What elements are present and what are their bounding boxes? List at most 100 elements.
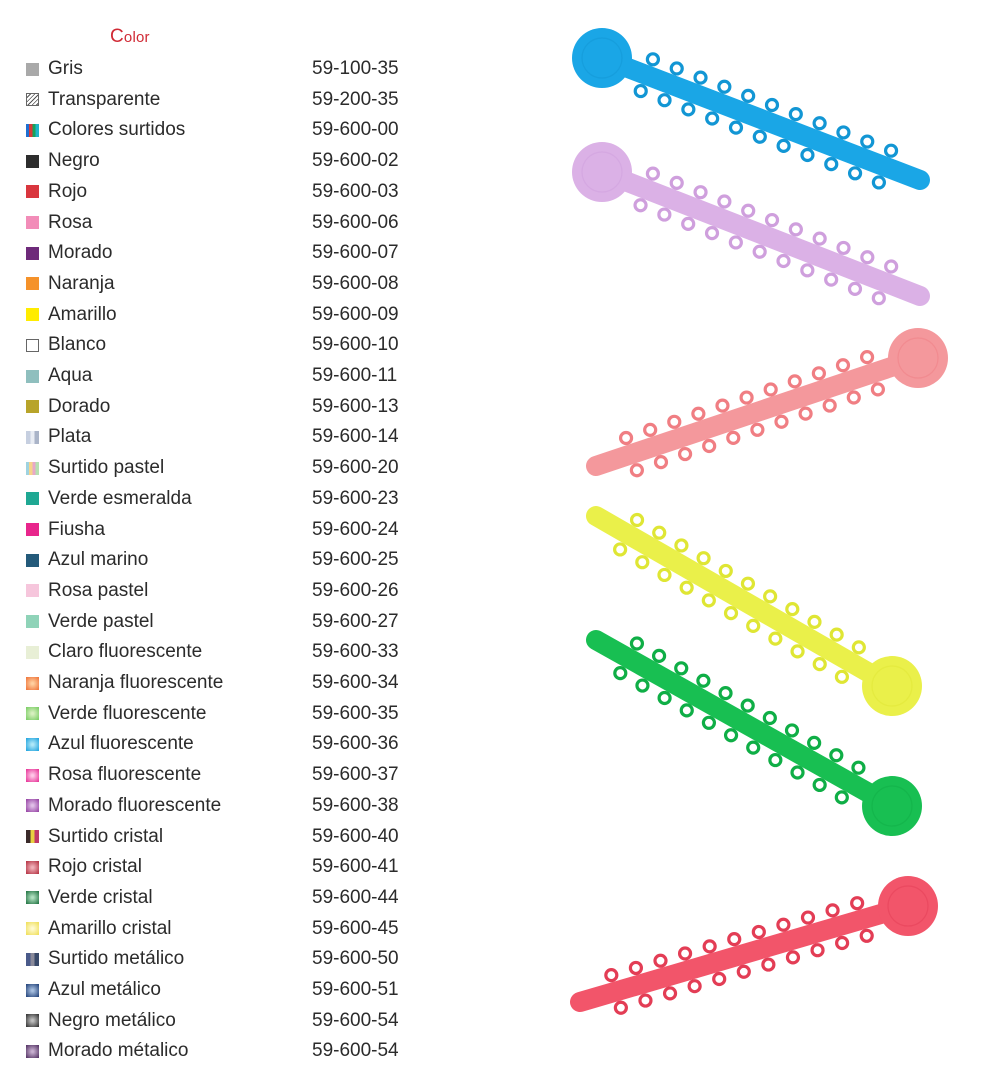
ligature-ring: [870, 382, 885, 397]
ligature-ring: [635, 678, 650, 693]
color-name: Morado fluorescente: [48, 794, 222, 816]
ligature-ring: [785, 950, 801, 965]
ligature-ring: [674, 538, 689, 553]
color-name: Surtido pastel: [48, 457, 165, 479]
ligature-ring: [618, 430, 634, 446]
ligature-ring: [715, 398, 730, 413]
ligature-ring: [824, 157, 839, 172]
ligature-ring: [657, 690, 672, 706]
color-list-item: Plata 59-600-14: [26, 422, 446, 452]
ligature-ring: [860, 134, 875, 149]
ligature-ring: [629, 512, 645, 528]
color-swatch-icon: [26, 523, 39, 536]
ligature-ring: [812, 116, 827, 131]
product-code: 59-600-13: [312, 395, 399, 417]
product-code: 59-600-02: [312, 150, 399, 172]
color-list-item: Verde fluorescente 59-600-35: [26, 699, 446, 729]
ligature-ring: [860, 250, 875, 265]
ligature-ring: [696, 673, 711, 688]
ligature-ring: [736, 964, 751, 979]
product-code: 59-600-35: [312, 702, 399, 724]
color-name: Azul marino: [48, 549, 149, 571]
ligature-ring: [651, 648, 667, 663]
ligature-ring: [835, 358, 851, 373]
color-list-item: Naranja fluorescente 59-600-34: [26, 668, 446, 698]
color-swatch-icon: [26, 308, 39, 322]
ligature-ring: [739, 390, 754, 405]
color-name: Negro metálico: [48, 1009, 176, 1031]
product-code: 59-600-40: [312, 825, 399, 847]
ligature-ring: [825, 903, 840, 918]
color-name: Claro fluorescente: [48, 641, 203, 663]
product-code: 59-100-35: [312, 58, 399, 79]
ligature-stick: [586, 328, 948, 478]
product-code: 59-600-37: [312, 764, 399, 786]
ligature-stick: [570, 876, 938, 1015]
color-swatch-icon: [26, 645, 39, 659]
product-code: 59-600-54: [312, 1040, 399, 1062]
ligature-ring: [784, 723, 800, 738]
ligature-ring: [776, 917, 791, 932]
ligature-ring: [613, 1000, 628, 1015]
ligature-ring: [812, 656, 827, 672]
ligature-ring: [787, 374, 802, 389]
color-heading: Color: [110, 26, 150, 48]
ligature-ring: [693, 185, 708, 200]
color-name: Colores surtidos: [48, 119, 186, 141]
color-swatch-icon: [26, 737, 39, 751]
color-name: Amarillo cristal: [48, 917, 172, 939]
ligature-stick: [572, 142, 930, 306]
color-swatch-icon: [26, 615, 39, 629]
ligature-ring: [728, 120, 744, 135]
ligature-ring: [741, 203, 756, 218]
ligature-ring: [652, 525, 667, 540]
ligature-stick: [572, 28, 930, 190]
color-name: Dorado: [48, 395, 111, 417]
color-list-item: Surtido cristal 59-600-40: [26, 822, 446, 852]
product-code: 59-600-36: [312, 733, 399, 755]
color-list-item: Fiusha 59-600-24: [26, 515, 446, 545]
ligature-ring: [790, 644, 805, 659]
ligature-ring: [746, 740, 761, 755]
color-swatch-icon: [26, 1014, 39, 1028]
ligature-ring: [696, 551, 711, 566]
ligature-ring: [851, 760, 866, 775]
ligature-ring: [691, 406, 706, 421]
ligature-sticks-illustration: [570, 28, 948, 1015]
color-name: Rosa pastel: [48, 579, 149, 601]
product-code: 59-600-44: [312, 886, 399, 908]
ligature-ring: [836, 125, 851, 140]
ligature-ring: [859, 350, 875, 365]
ligature-ring: [629, 636, 645, 651]
ligature-ring: [750, 422, 765, 437]
product-code: 59-600-00: [312, 119, 399, 141]
color-name: Blanco: [48, 334, 107, 356]
ligature-ring: [846, 390, 861, 405]
product-code: 59-600-09: [312, 303, 399, 325]
ligature-ring: [613, 666, 628, 681]
ligature-ring: [764, 97, 780, 113]
ligature-ring: [657, 207, 672, 222]
ligature-ring: [776, 253, 791, 269]
ligature-ring: [851, 640, 866, 655]
product-code: 59-600-03: [312, 180, 399, 202]
ligature-ring: [762, 710, 777, 726]
ligature-ring: [633, 83, 648, 99]
color-list-item: Amarillo 59-600-09: [26, 300, 446, 330]
color-list-item: Aqua 59-600-11: [26, 361, 446, 391]
ligature-ring: [740, 698, 755, 713]
ligature-ring: [613, 542, 628, 557]
color-list-item: Azul fluorescente 59-600-36: [26, 729, 446, 759]
product-code: 59-600-25: [312, 549, 399, 571]
product-code: 59-600-11: [312, 365, 398, 386]
ligature-ring: [752, 129, 767, 144]
ligature-ring: [674, 661, 689, 676]
ligature-ring: [822, 398, 837, 413]
ligature-ring: [829, 627, 844, 642]
color-name: Fiusha: [48, 518, 106, 540]
color-name: Gris: [48, 58, 83, 79]
ligature-ring: [679, 703, 694, 718]
product-code: 59-600-38: [312, 794, 399, 816]
product-code: 59-600-08: [312, 272, 399, 294]
color-swatch-icon: [26, 707, 39, 721]
